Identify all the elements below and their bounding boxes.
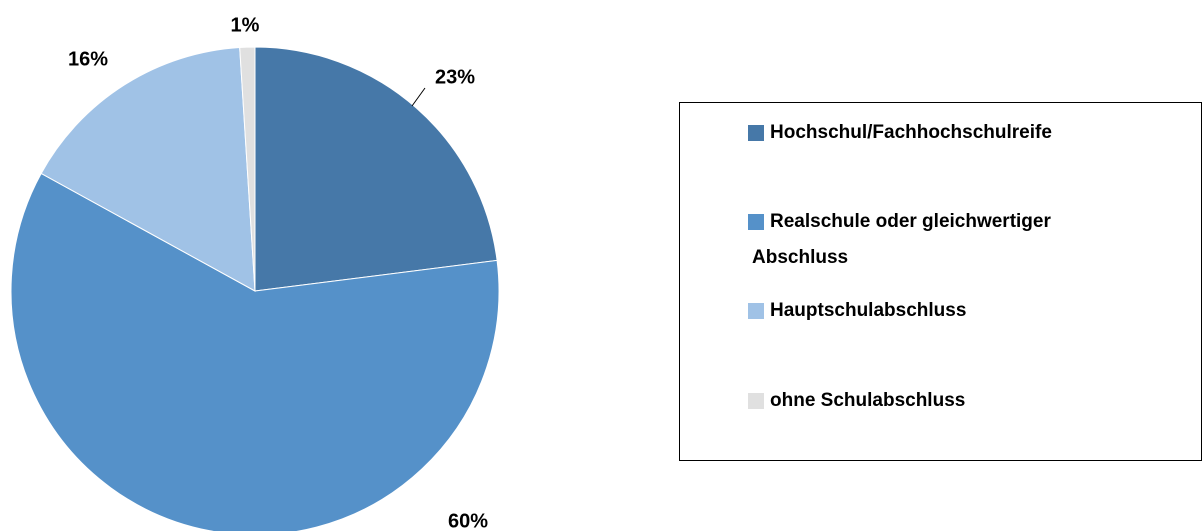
pie-slice	[239, 46, 256, 292]
legend-swatch	[748, 214, 764, 230]
data-label: 23%	[435, 66, 475, 88]
legend-label: Hochschul/Fachhochschulreife	[770, 122, 1052, 143]
legend-swatch	[748, 303, 764, 319]
legend-swatch	[748, 393, 764, 409]
leader-line	[411, 87, 426, 107]
legend-label: Hauptschulabschluss	[770, 300, 966, 321]
legend-label: Realschule oder gleichwertiger Abschluss	[752, 211, 1051, 268]
pie-slice	[254, 46, 498, 292]
legend-box	[679, 102, 1202, 461]
data-label: 60%	[448, 510, 488, 531]
legend-label: ohne Schulabschluss	[770, 390, 965, 411]
data-label: 16%	[68, 48, 108, 70]
legend-swatch	[748, 125, 764, 141]
data-label: 1%	[231, 14, 260, 36]
pie-slice	[40, 46, 256, 292]
